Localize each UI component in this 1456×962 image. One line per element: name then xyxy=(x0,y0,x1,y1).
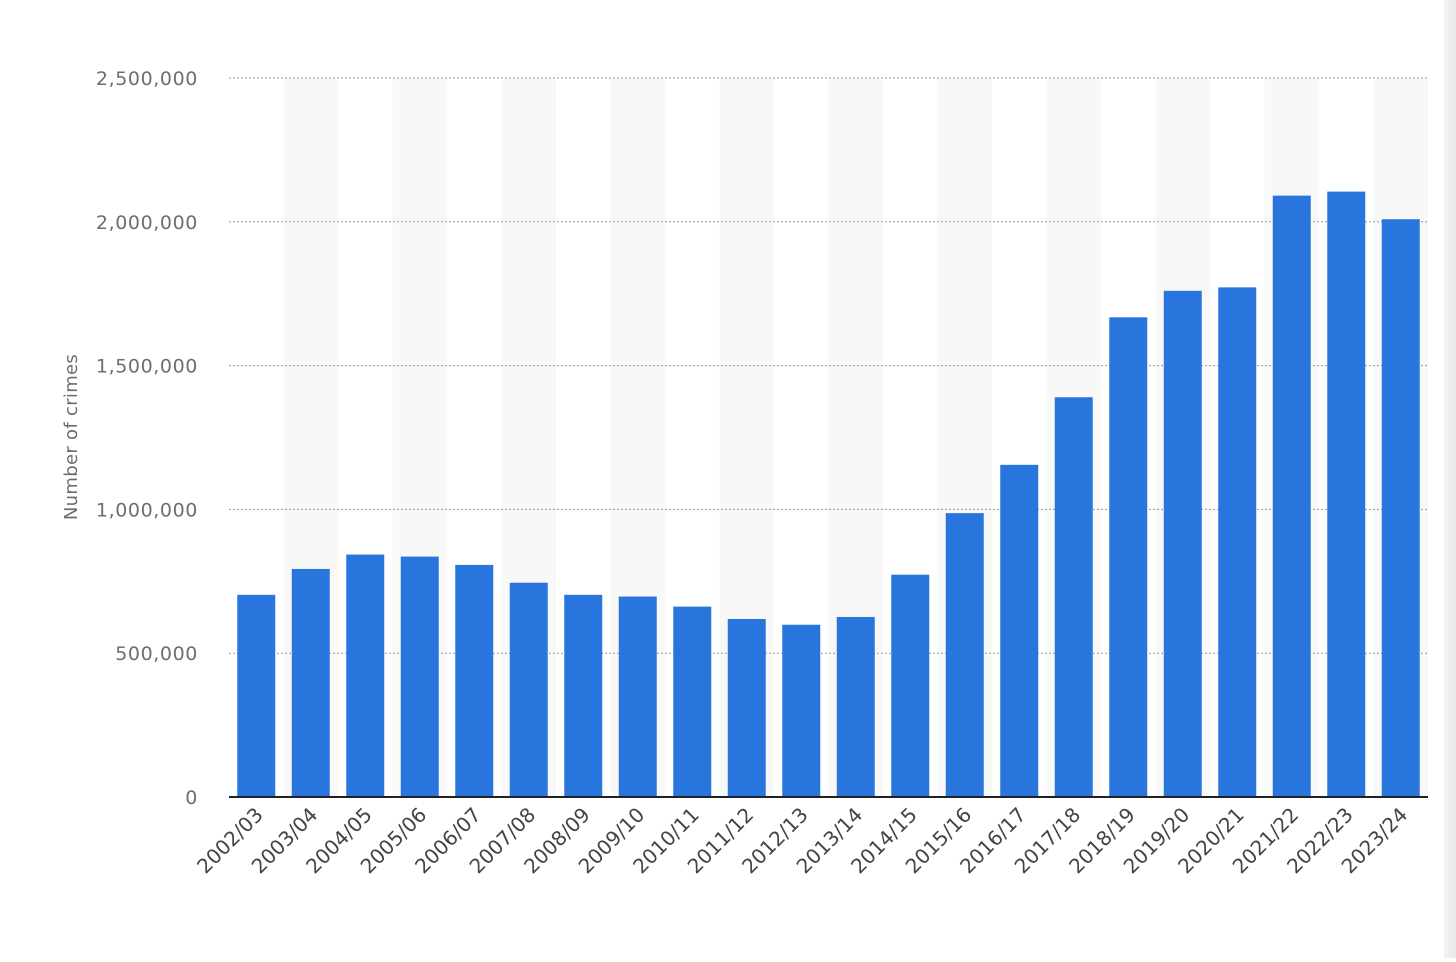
x-tick-labels: 2002/032003/042004/052005/062006/072007/… xyxy=(192,803,1412,879)
y-tick-label: 1,500,000 xyxy=(96,356,198,378)
y-tick-label: 2,000,000 xyxy=(96,212,198,234)
bar[interactable] xyxy=(564,594,603,797)
y-tick-label: 0 xyxy=(185,787,198,809)
bar[interactable] xyxy=(1381,219,1420,797)
bar[interactable] xyxy=(891,574,930,797)
y-tick-label: 500,000 xyxy=(115,643,198,665)
bar[interactable] xyxy=(1163,290,1202,797)
bar[interactable] xyxy=(1327,191,1366,798)
bar[interactable] xyxy=(1054,397,1093,797)
bar[interactable] xyxy=(727,618,766,797)
bar[interactable] xyxy=(1272,195,1311,797)
y-tick-label: 2,500,000 xyxy=(96,68,198,90)
bar[interactable] xyxy=(945,513,984,797)
page-edge xyxy=(1444,0,1456,958)
bar[interactable] xyxy=(509,582,548,797)
bar[interactable] xyxy=(618,596,657,797)
bar[interactable] xyxy=(673,606,712,797)
bar[interactable] xyxy=(455,564,494,797)
bar[interactable] xyxy=(1218,287,1257,797)
bars xyxy=(237,191,1420,798)
bar[interactable] xyxy=(291,568,330,797)
bar[interactable] xyxy=(782,624,821,797)
y-axis-label: Number of crimes xyxy=(61,354,82,520)
bar[interactable] xyxy=(237,594,276,797)
bar[interactable] xyxy=(1000,464,1039,797)
bar[interactable] xyxy=(836,616,875,797)
bar[interactable] xyxy=(346,554,385,797)
bar[interactable] xyxy=(400,556,439,797)
y-tick-label: 1,000,000 xyxy=(96,499,198,521)
bar[interactable] xyxy=(1109,317,1148,797)
y-tick-labels: 0 500,000 1,000,000 1,500,000 2,000,000 2,500… xyxy=(96,68,198,809)
